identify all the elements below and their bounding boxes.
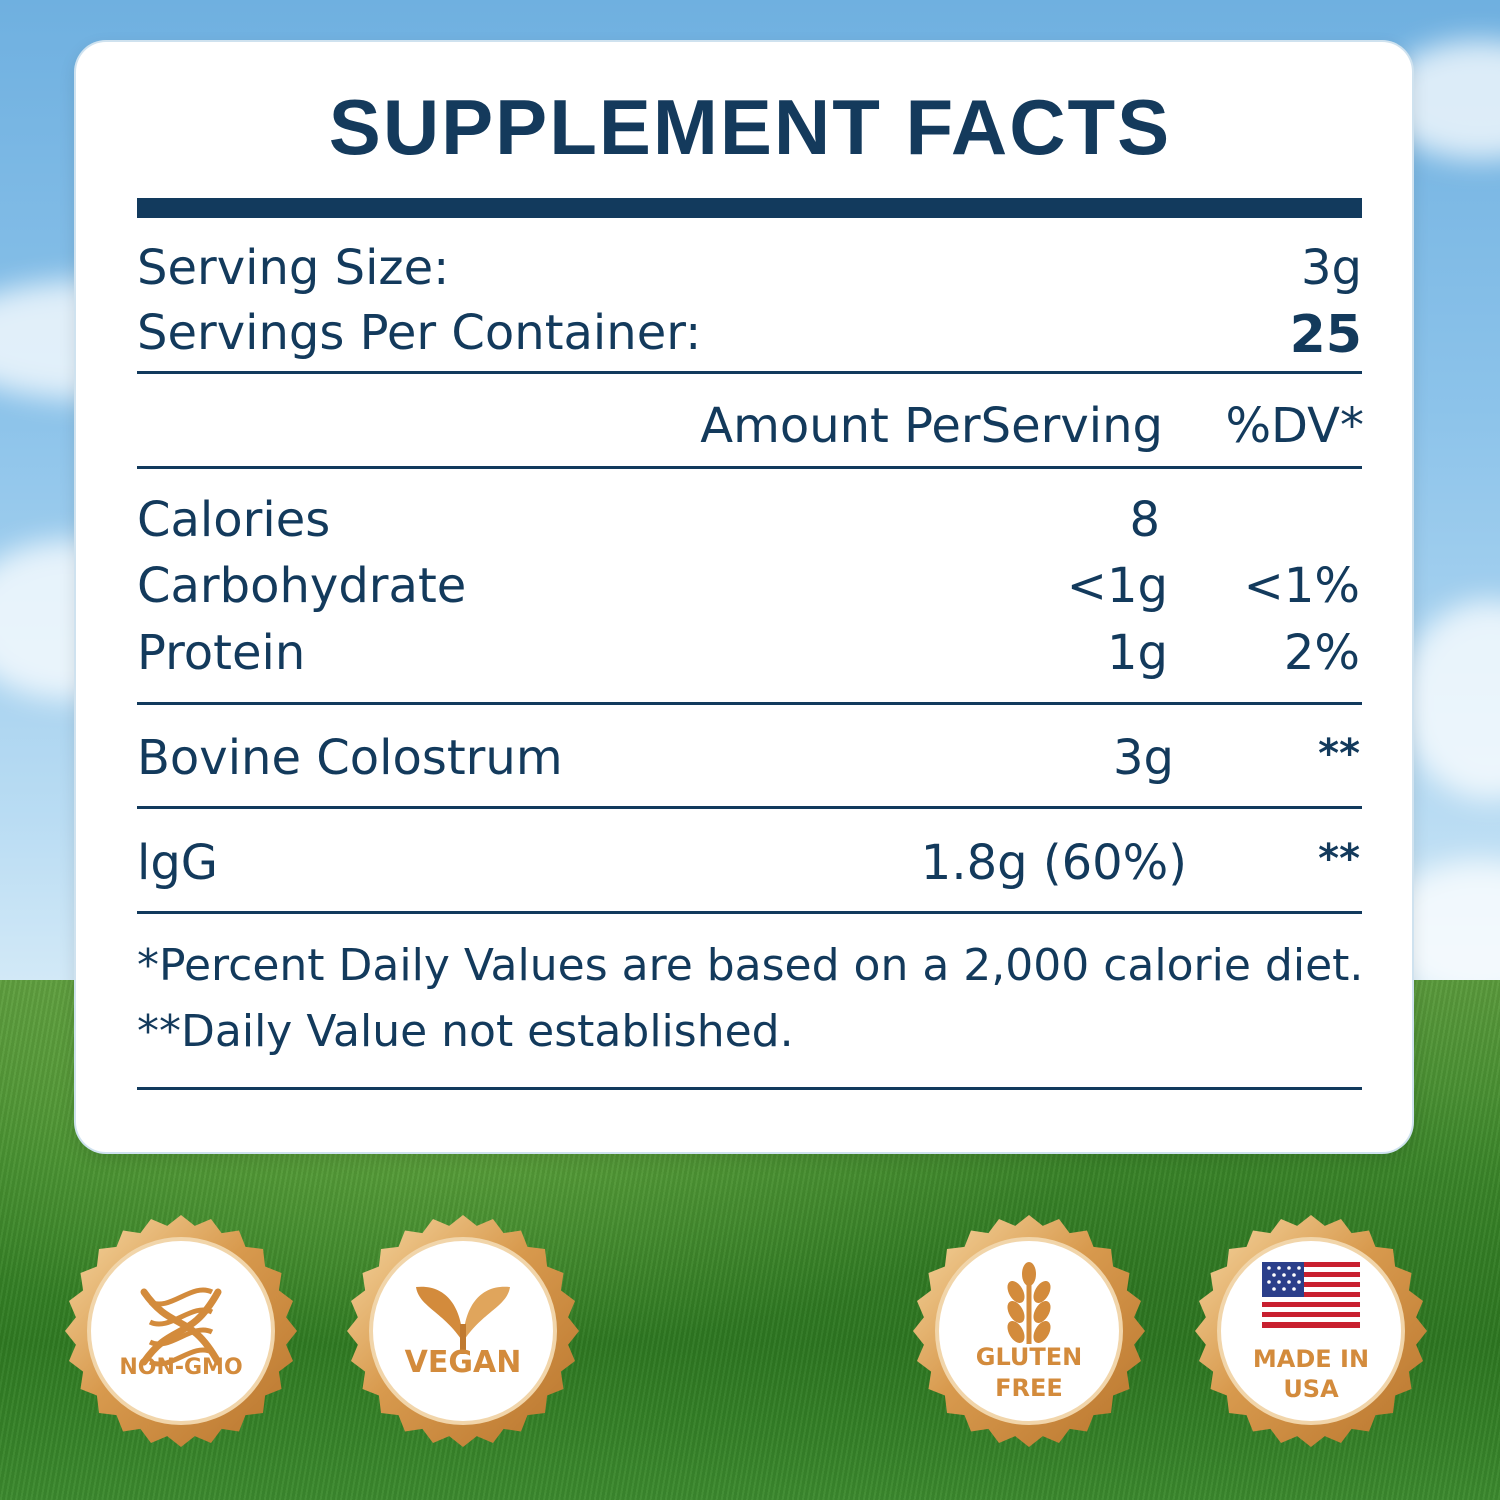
badge-non-gmo: NON-GMO — [62, 1212, 300, 1450]
supplement-facts-panel — [76, 42, 1412, 1152]
amount-per-serving-header: Amount PerServing — [700, 398, 1163, 454]
badge-label: USA — [1283, 1375, 1339, 1403]
wheat-icon — [1007, 1262, 1051, 1344]
footnote-divider — [137, 1087, 1362, 1090]
nutrient-amount: 1g — [1106, 625, 1168, 681]
badge-vegan: VEGAN — [344, 1212, 582, 1450]
ingredient-dv: ** — [1318, 731, 1360, 777]
ingredient-amount: 3g — [1112, 730, 1174, 786]
footnote-dv: *Percent Daily Values are based on a 2,0… — [137, 940, 1364, 991]
title-divider — [137, 198, 1362, 218]
nutrient-dv: 2% — [1283, 625, 1360, 681]
ingredient-name: lgG — [137, 835, 218, 891]
serving-size-value: 3g — [1300, 240, 1362, 296]
serving-divider — [137, 371, 1362, 374]
serving-size-label: Serving Size: — [137, 240, 450, 296]
nutrient-amount: 8 — [1129, 492, 1160, 548]
servings-per-container-label: Servings Per Container: — [137, 305, 702, 361]
badge-gluten-free: GLUTEN FREE — [910, 1212, 1148, 1450]
nutrient-divider — [137, 702, 1362, 705]
badge-label: FREE — [995, 1374, 1063, 1402]
ingredient-divider — [137, 806, 1362, 809]
badge-label: GLUTEN — [975, 1343, 1083, 1371]
dv-header: %DV* — [1225, 398, 1364, 454]
badge-label: VEGAN — [404, 1345, 522, 1380]
header-divider — [137, 466, 1362, 469]
ingredient-name: Bovine Colostrum — [137, 730, 563, 786]
ingredient-divider — [137, 911, 1362, 914]
badge-label: MADE IN — [1252, 1345, 1370, 1373]
nutrient-name: Protein — [137, 625, 306, 681]
panel-title: SUPPLEMENT FACTS — [328, 83, 1172, 171]
leaf-sprout-icon — [416, 1286, 510, 1354]
nutrient-dv: <1% — [1243, 558, 1360, 614]
ingredient-amount: 1.8g (60%) — [920, 835, 1187, 891]
ingredient-dv: ** — [1318, 836, 1360, 882]
nutrient-name: Calories — [137, 492, 331, 548]
badge-made-in-usa: MADE IN USA — [1192, 1212, 1430, 1450]
nutrient-amount: <1g — [1066, 558, 1168, 614]
footnote-not-established: **Daily Value not established. — [137, 1006, 794, 1057]
servings-per-container-value: 25 — [1289, 305, 1362, 365]
us-flag-icon — [1262, 1262, 1360, 1328]
dna-icon — [140, 1287, 222, 1367]
nutrient-name: Carbohydrate — [137, 558, 467, 614]
badge-label: NON-GMO — [119, 1355, 243, 1380]
